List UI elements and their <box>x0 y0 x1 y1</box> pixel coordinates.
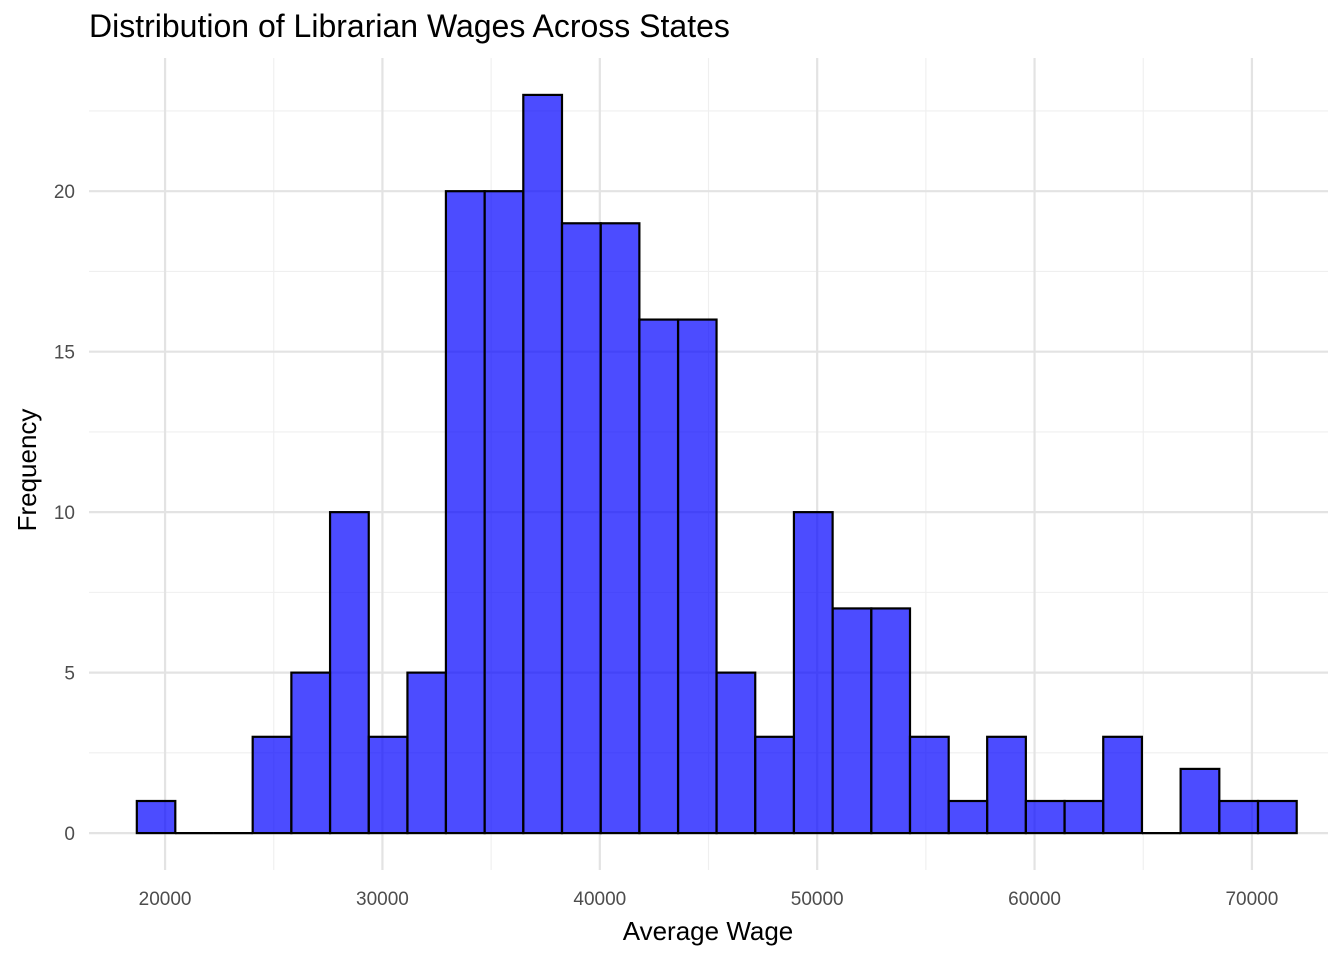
histogram-bar-28 <box>1218 799 1260 835</box>
histogram-bar-9 <box>483 190 525 835</box>
histogram-bar-19 <box>870 607 912 835</box>
histogram-bar-18 <box>831 607 873 835</box>
histogram-bar-29 <box>1256 799 1298 835</box>
histogram-bar-25 <box>1102 735 1144 835</box>
histogram-bar-4 <box>290 671 332 835</box>
histogram-bars <box>135 93 1298 835</box>
histogram-bar-20 <box>908 735 950 835</box>
histogram-bar-3 <box>251 735 293 835</box>
x-tick-label: 20000 <box>139 889 192 910</box>
histogram-bar-5 <box>328 511 370 835</box>
histogram-bar-10 <box>522 93 564 835</box>
histogram-bar-11 <box>560 222 602 835</box>
histogram-bar-14 <box>676 318 718 835</box>
x-tick-label: 40000 <box>573 889 626 910</box>
x-axis-ticks: 20000 30000 40000 50000 60000 70000 <box>139 889 1279 910</box>
x-tick-label: 60000 <box>1008 889 1061 910</box>
grid-lines <box>89 58 1328 870</box>
histogram-bar-24 <box>1063 799 1105 835</box>
histogram-bar-0 <box>135 799 177 835</box>
histogram-bar-23 <box>1024 799 1066 835</box>
histogram-bar-27 <box>1179 767 1221 835</box>
x-tick-label: 70000 <box>1225 889 1278 910</box>
chart-title: Distribution of Librarian Wages Across S… <box>89 8 730 44</box>
x-tick-label: 30000 <box>356 889 409 910</box>
y-axis-ticks: 0 5 10 15 20 <box>54 182 75 845</box>
histogram-bar-8 <box>444 190 486 835</box>
y-tick-label: 20 <box>54 182 75 203</box>
y-tick-label: 5 <box>64 664 75 685</box>
histogram-bar-21 <box>947 799 989 835</box>
histogram-bar-17 <box>792 511 834 835</box>
x-axis-title: Average Wage <box>623 916 794 946</box>
histogram-bar-16 <box>754 735 796 835</box>
histogram-bar-12 <box>599 222 641 835</box>
x-tick-label: 50000 <box>791 889 844 910</box>
histogram-bar-22 <box>986 735 1027 835</box>
histogram-bar-15 <box>715 671 757 835</box>
y-tick-label: 0 <box>64 824 75 845</box>
y-tick-label: 15 <box>54 343 75 364</box>
histogram-bar-13 <box>638 318 680 835</box>
y-tick-label: 10 <box>54 503 75 524</box>
y-axis-title: Frequency <box>12 409 42 532</box>
histogram-bar-6 <box>367 735 409 835</box>
histogram-bar-7 <box>406 671 448 835</box>
